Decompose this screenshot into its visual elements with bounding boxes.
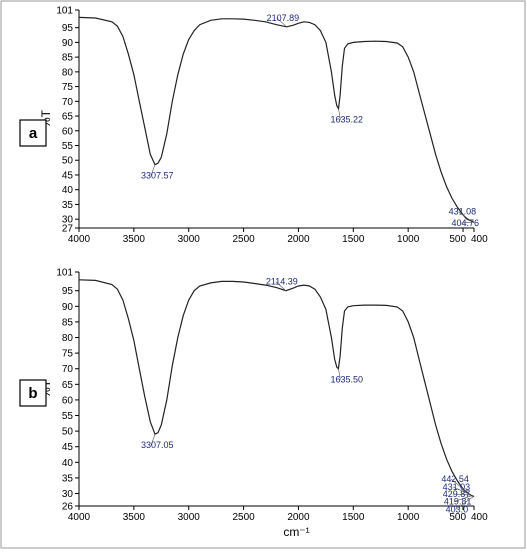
- panel-b-y-tick-label: 101: [56, 268, 73, 279]
- panel-b-label: b: [28, 385, 37, 402]
- panel-a-x-tick-label: 3500: [123, 234, 146, 245]
- panel-b-peak-leader: [275, 281, 287, 291]
- panel-a-x-tick-label: 3000: [178, 234, 201, 245]
- panel-a-spectrum-line: [78, 16, 474, 223]
- panel-b-peak-label: 1635.50: [330, 375, 363, 385]
- panel-a-peak-leader: [461, 221, 474, 224]
- panel-a-y-tick-label: 45: [62, 170, 74, 181]
- panel-b-x-axis-label: cm⁻¹: [283, 525, 309, 539]
- panel-b-peak-label: 429.87: [443, 489, 471, 499]
- panel-a-peak-leader: [150, 164, 156, 176]
- panel-a-peak-label: 1635.22: [330, 115, 363, 125]
- panel-b-x-tick-label: 500: [449, 512, 466, 523]
- panel-b-y-tick-label: 26: [62, 502, 74, 513]
- panel-a-peak-label: 404.76: [451, 218, 479, 228]
- panel-b-peak-leader: [150, 434, 156, 446]
- panel-a-y-tick-label: 50: [62, 156, 74, 167]
- panel-b-peak-leader: [452, 486, 471, 496]
- panel-a-y-tick-label: 40: [62, 185, 74, 196]
- panel-a-y-tick-label: 30: [62, 215, 74, 226]
- panel-b-peak-leader: [455, 496, 474, 510]
- panel-b-peak-leader: [451, 478, 470, 495]
- panel-a-y-tick-label: 101: [56, 6, 73, 17]
- panel-a-y-tick-label: 60: [62, 126, 74, 137]
- panel-a-y-tick-label: 75: [62, 82, 74, 93]
- panel-a-y-tick-label: 80: [62, 67, 74, 78]
- panel-b-x-tick-label: 4000: [68, 512, 91, 523]
- panel-b-y-tick-label: 40: [62, 458, 74, 469]
- panel-a-peak-leader: [458, 211, 471, 221]
- panel-b-peak-label: 403.0: [446, 504, 469, 514]
- panel-a-y-tick-label: 55: [62, 141, 74, 152]
- panel-a-x-tick-label: 2500: [232, 234, 255, 245]
- panel-b-peak-leader: [452, 493, 471, 496]
- panel-a-label-box: [19, 119, 47, 147]
- panel-a-y-tick-label: 90: [62, 38, 74, 49]
- panel-a-peak-label: 3307.57: [141, 171, 174, 181]
- panel-b-y-tick-label: 95: [62, 286, 74, 297]
- panel-b-peak-leader: [453, 495, 472, 502]
- panel-a-x-tick-label: 4000: [68, 234, 91, 245]
- panel-b-x-tick-label: 3000: [178, 512, 201, 523]
- panel-a-x-tick-label: 500: [449, 234, 466, 245]
- panel-b-x-tick-label: 1000: [397, 512, 420, 523]
- panel-b-peak-leader: [338, 368, 341, 380]
- panel-b-y-tick-label: 80: [62, 333, 74, 344]
- panel-b-peak-label: 2114.39: [266, 277, 298, 287]
- panel-b-y-tick-label: 90: [62, 302, 74, 313]
- panel-b-x-tick-label: 2500: [232, 512, 255, 523]
- panel-b-y-tick-label: 50: [62, 427, 74, 438]
- panel-a-label: a: [29, 125, 38, 142]
- panel-b-peak-label: 442.54: [441, 474, 469, 484]
- panel-a-y-tick-label: 35: [62, 200, 74, 211]
- panel-a-peak-leader: [276, 17, 287, 28]
- panel-b-x-tick-label: 1500: [342, 512, 365, 523]
- panel-b-y-tick-label: 55: [62, 411, 74, 422]
- panel-b-y-tick-label: 70: [62, 364, 74, 375]
- panel-b-x-tick-label: 400: [471, 512, 488, 523]
- panel-b-x-tick-label: 2000: [287, 512, 310, 523]
- panel-a-y-tick-label: 65: [62, 112, 74, 123]
- panel-b-y-tick-label: 35: [62, 473, 74, 484]
- panel-a-x-tick-label: 2000: [287, 234, 310, 245]
- panel-b-peak-label: 431.03: [443, 482, 471, 492]
- panel-a-x-tick-label: 400: [471, 234, 488, 245]
- panel-a-y-tick-label: 95: [62, 23, 74, 34]
- panel-b-spectrum-line: [78, 279, 475, 498]
- panel-b-y-tick-label: 75: [62, 349, 74, 360]
- panel-a-y-tick-label: 85: [62, 53, 74, 64]
- panel-a-x-tick-label: 1000: [397, 234, 420, 245]
- panel-b-y-tick-label: 45: [62, 442, 74, 453]
- panel-b-label-box: [19, 379, 47, 407]
- panel-a-peak-label: 431.08: [449, 207, 477, 217]
- panel-a-peak-leader: [338, 108, 341, 120]
- panel-a-peak-label: 2107.89: [267, 13, 300, 23]
- panel-b-y-tick-label: 65: [62, 380, 74, 391]
- panel-a-x-tick-label: 1500: [342, 234, 365, 245]
- panel-a-y-tick-label: 70: [62, 97, 74, 108]
- panel-b-x-tick-label: 3500: [123, 512, 146, 523]
- panel-b-peak-label: 3307.05: [141, 440, 174, 450]
- panel-b-y-tick-label: 60: [62, 395, 74, 406]
- panel-a-y-tick-label: 27: [62, 224, 74, 235]
- panel-b-peak-label: 419.81: [444, 497, 472, 507]
- panel-b-y-tick-label: 85: [62, 317, 74, 328]
- panel-b-y-tick-label: 30: [62, 489, 74, 500]
